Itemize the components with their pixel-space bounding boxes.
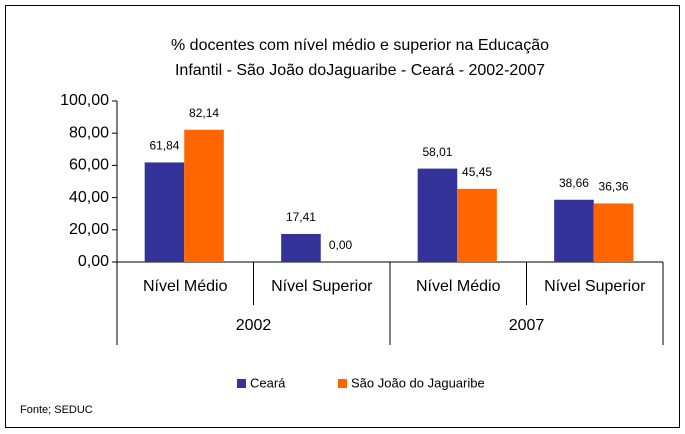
x-tick-label: Nível Médio: [143, 278, 228, 295]
x-group-label: 2002: [236, 317, 272, 334]
value-label: 36,36: [599, 180, 629, 194]
value-label: 17,41: [286, 210, 316, 224]
legend-swatch: [237, 379, 246, 388]
y-tick-label: 0,00: [78, 253, 109, 270]
x-tick-label: Nível Médio: [416, 278, 501, 295]
y-tick-label: 80,00: [69, 124, 109, 141]
value-label: 45,45: [462, 165, 492, 179]
value-label: 82,14: [189, 106, 219, 120]
value-label: 0,00: [329, 238, 353, 252]
bar: [281, 233, 321, 262]
y-tick-label: 100,00: [60, 92, 109, 109]
source-note: Fonte; SEDUC: [20, 404, 93, 416]
bar: [457, 188, 497, 262]
bar: [593, 203, 634, 262]
bar: [554, 199, 594, 262]
legend-label: Ceará: [250, 375, 286, 390]
x-tick-label: Nível Superior: [271, 278, 373, 295]
bar: [184, 129, 224, 262]
y-tick-label: 60,00: [69, 157, 109, 174]
y-tick-label: 20,00: [69, 221, 109, 238]
legend-swatch: [338, 379, 347, 388]
y-tick-label: 40,00: [69, 189, 109, 206]
value-label: 58,01: [422, 145, 452, 159]
bar: [144, 162, 185, 262]
x-group-label: 2007: [509, 317, 545, 334]
legend-label: São João do Jaguaribe: [351, 375, 485, 390]
x-tick-label: Nível Superior: [544, 278, 646, 295]
chart-title: Infantil - São João doJaguaribe - Ceará …: [175, 62, 545, 79]
value-label: 61,84: [149, 139, 179, 153]
chart-title: % docentes com nível médio e superior na…: [171, 37, 549, 54]
bar: [417, 168, 458, 262]
value-label: 38,66: [559, 176, 589, 190]
